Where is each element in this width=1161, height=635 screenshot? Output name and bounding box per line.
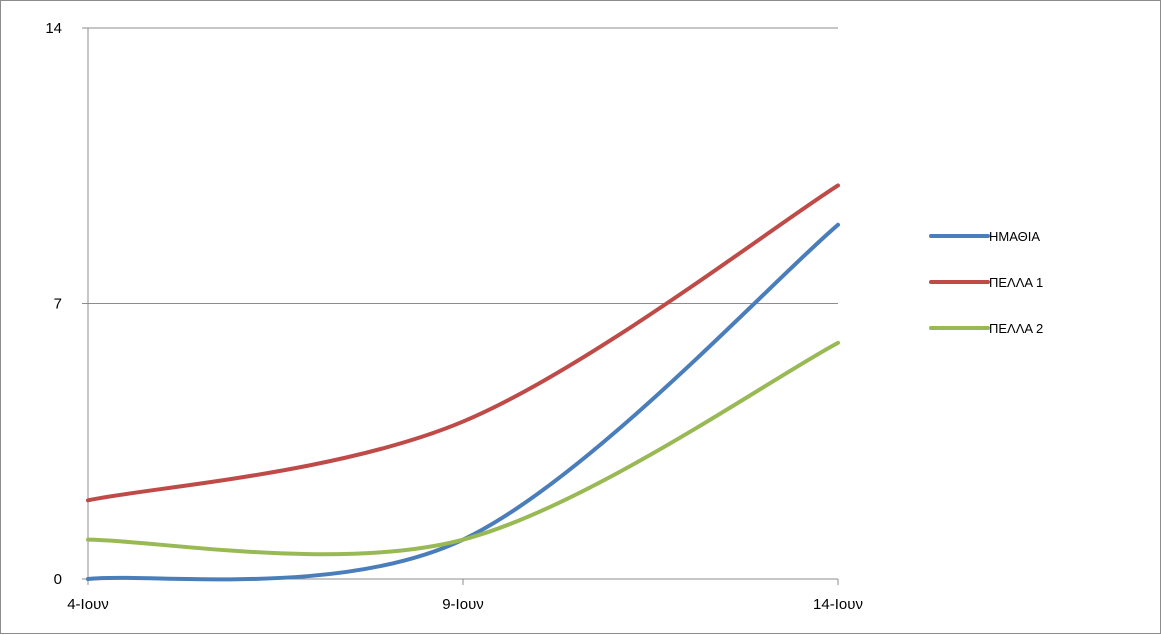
series-line-0: [86, 222, 840, 582]
x-tick-label: 4-Ιουν: [67, 596, 109, 613]
y-tick-label: 0: [54, 571, 62, 588]
series-line-2: [86, 340, 840, 557]
legend-label: ΗΜΑΘΙΑ: [989, 229, 1040, 244]
gridlines: [88, 27, 838, 304]
y-tick-label: 14: [45, 20, 62, 37]
legend: ΗΜΑΘΙΑ ΠΕΛΛΑ 1 ΠΕΛΛΑ 2: [929, 229, 1043, 336]
legend-label: ΠΕΛΛΑ 1: [989, 275, 1043, 290]
series-lines: [86, 183, 840, 582]
x-tick-label: 9-Ιουν: [442, 596, 484, 613]
x-tick-label: 14-Ιουν: [813, 596, 863, 613]
series-line-1: [86, 183, 840, 503]
y-tick-label: 7: [54, 296, 62, 313]
legend-label: ΠΕΛΛΑ 2: [989, 321, 1043, 336]
